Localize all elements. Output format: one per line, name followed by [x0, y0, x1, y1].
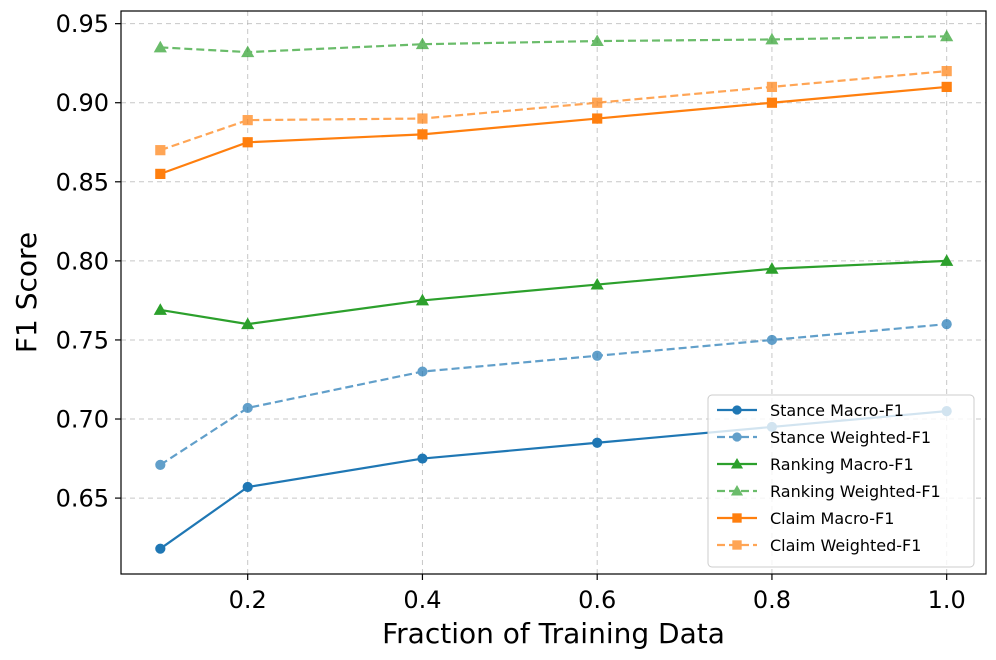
x-tick-label: 1.0 [928, 586, 966, 614]
data-point-claim-macro-f1 [417, 129, 428, 140]
data-point-stance-macro-f1 [592, 437, 603, 448]
data-point-ranking-weighted-f1 [765, 32, 779, 45]
data-point-stance-weighted-f1 [417, 366, 428, 377]
data-point-claim-macro-f1 [941, 81, 952, 93]
data-point-ranking-macro-f1 [940, 254, 954, 266]
data-point-ranking-weighted-f1 [153, 40, 167, 53]
legend-marker [730, 457, 744, 469]
legend-entry-ranking-macro-f1 [717, 457, 757, 469]
data-point-ranking-macro-f1 [765, 262, 779, 274]
data-point-stance-weighted-f1 [592, 350, 603, 361]
data-point-ranking-weighted-f1 [590, 34, 604, 46]
data-point-claim-weighted-f1 [155, 145, 166, 156]
y-tick-label: 0.75 [56, 326, 109, 354]
y-tick-label: 0.80 [56, 247, 109, 275]
x-axis-label: Fraction of Training Data [382, 617, 725, 650]
series-line-stance-weighted-f1 [159, 323, 947, 466]
series-line-claim-weighted-f1 [159, 70, 947, 152]
x-tick-label: 0.8 [753, 586, 791, 614]
y-tick-label: 0.65 [56, 485, 109, 513]
legend-label: Stance Weighted-F1 [770, 428, 931, 447]
series-ranking-macro-f1 [153, 254, 954, 330]
data-point-stance-weighted-f1 [941, 319, 952, 330]
y-tick-label: 0.70 [56, 406, 109, 434]
legend-entry-stance-macro-f1 [717, 405, 757, 415]
data-point-ranking-macro-f1 [415, 293, 430, 306]
y-tick-label: 0.95 [56, 10, 109, 38]
data-point-claim-macro-f1 [766, 97, 778, 108]
data-point-stance-macro-f1 [242, 481, 253, 493]
data-point-claim-weighted-f1 [766, 81, 778, 93]
x-tick-label: 0.6 [578, 586, 616, 614]
data-point-stance-weighted-f1 [766, 334, 778, 346]
legend: Stance Macro-F1 Stance Weighted-F1 Ranking… [707, 394, 975, 568]
legend-marker [730, 484, 744, 496]
legend-entry-claim-weighted-f1 [717, 540, 757, 550]
series-claim-macro-f1 [155, 81, 952, 179]
legend-entry-claim-macro-f1 [717, 513, 757, 523]
legend-marker [732, 432, 742, 442]
data-point-claim-weighted-f1 [941, 65, 952, 77]
data-point-ranking-macro-f1 [153, 303, 167, 315]
series-claim-weighted-f1 [155, 65, 952, 156]
series-line-ranking-macro-f1 [160, 259, 947, 326]
y-tick-label: 0.90 [56, 89, 109, 117]
series-line-claim-macro-f1 [159, 85, 947, 175]
y-tick-label: 0.85 [56, 168, 109, 196]
legend-label: Ranking Macro-F1 [770, 455, 914, 474]
data-point-claim-macro-f1 [242, 137, 253, 148]
data-point-claim-macro-f1 [155, 168, 166, 179]
data-point-stance-weighted-f1 [242, 402, 253, 414]
data-point-ranking-macro-f1 [590, 277, 604, 290]
data-point-stance-macro-f1 [417, 453, 428, 464]
legend-entry-stance-weighted-f1 [717, 432, 757, 442]
data-point-claim-weighted-f1 [592, 97, 603, 108]
legend-label: Ranking Weighted-F1 [770, 482, 941, 501]
data-point-claim-macro-f1 [592, 113, 603, 124]
series-stance-weighted-f1 [155, 319, 952, 470]
y-axis-ticks: 0.65 0.70 0.75 0.80 0.85 0.90 0.95 [56, 10, 121, 513]
legend-box [707, 394, 975, 568]
data-point-claim-weighted-f1 [417, 113, 428, 124]
legend-label: Claim Macro-F1 [770, 509, 894, 528]
legend-marker [732, 405, 742, 415]
data-point-stance-macro-f1 [155, 543, 166, 554]
legend-entry-ranking-weighted-f1 [717, 484, 757, 496]
data-point-ranking-weighted-f1 [241, 45, 255, 58]
legend-marker [732, 540, 742, 550]
x-tick-label: 0.2 [229, 586, 267, 614]
data-point-claim-weighted-f1 [242, 115, 253, 126]
legend-marker [732, 513, 742, 523]
data-point-ranking-weighted-f1 [940, 29, 954, 42]
series-line-ranking-weighted-f1 [160, 35, 947, 54]
plot-frame [120, 10, 987, 575]
legend-label: Stance Macro-F1 [770, 401, 904, 420]
data-point-stance-weighted-f1 [155, 459, 166, 470]
y-axis-label: F1 Score [10, 232, 43, 353]
series-ranking-weighted-f1 [153, 29, 954, 58]
data-point-ranking-macro-f1 [241, 317, 255, 330]
data-point-ranking-weighted-f1 [415, 37, 430, 50]
x-axis-ticks: 0.2 0.4 0.6 0.8 1.0 [229, 574, 966, 614]
x-tick-label: 0.4 [403, 586, 441, 614]
legend-label: Claim Weighted-F1 [770, 536, 921, 555]
